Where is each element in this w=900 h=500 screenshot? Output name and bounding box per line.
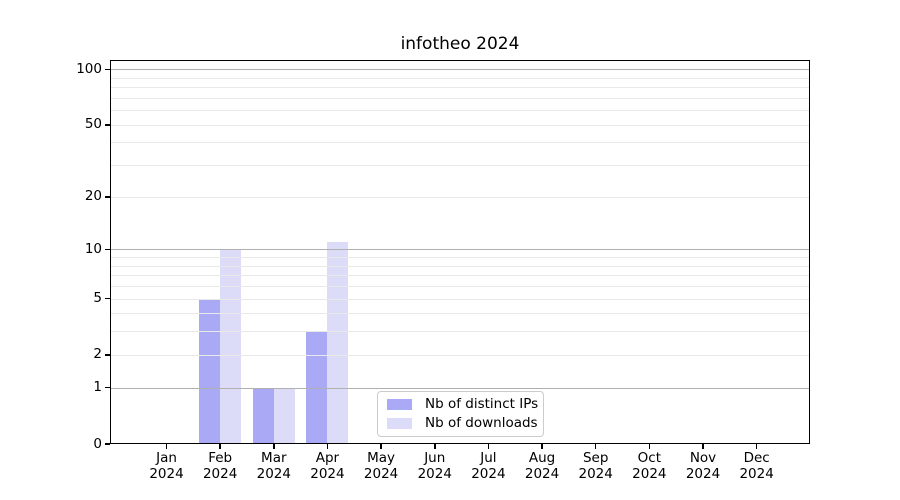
x-tick-label-jan: Jan 2024 <box>135 450 199 482</box>
y-gridline-minor <box>111 275 809 277</box>
y-tick-mark <box>105 124 110 126</box>
x-tick-mark <box>434 444 436 449</box>
bar-downloads-feb <box>220 249 242 444</box>
y-gridline-minor <box>111 196 809 198</box>
x-tick-month: Nov <box>689 450 717 466</box>
x-tick-year: 2024 <box>256 466 291 482</box>
bar-distinct-ips-mar <box>252 387 274 444</box>
y-tick-mark <box>105 248 110 251</box>
x-tick-label-feb: Feb 2024 <box>188 450 252 482</box>
x-tick-label-apr: Apr 2024 <box>295 450 359 482</box>
y-gridline-minor <box>111 331 809 333</box>
legend: Nb of distinct IPs Nb of downloads <box>377 391 544 437</box>
x-tick-mark <box>541 444 543 449</box>
bar-distinct-ips-feb <box>199 298 221 444</box>
bar-downloads-mar <box>273 387 295 444</box>
x-tick-year: 2024 <box>685 466 721 482</box>
x-tick-month: Jul <box>480 450 497 466</box>
y-tick-label: 0 <box>93 435 102 452</box>
chart-title: infotheo 2024 <box>400 34 520 54</box>
y-gridline-minor <box>111 298 809 300</box>
y-tick-mark <box>105 297 110 300</box>
legend-label-distinct-ips: Nb of distinct IPs <box>425 395 539 412</box>
y-gridline-minor <box>111 87 809 89</box>
y-gridline-minor <box>111 77 809 79</box>
x-tick-year: 2024 <box>471 466 506 482</box>
x-tick-label-jul: Jul 2024 <box>456 450 520 482</box>
x-tick-mark <box>702 444 704 449</box>
y-tick-label: 1 <box>93 379 102 396</box>
x-tick-label-aug: Aug 2024 <box>510 450 574 482</box>
y-gridline-minor <box>111 286 809 287</box>
x-tick-mark <box>219 444 221 449</box>
y-tick-label: 50 <box>84 116 102 133</box>
x-tick-month: Jun <box>424 450 446 466</box>
x-tick-mark <box>755 444 758 449</box>
legend-swatch-downloads <box>387 418 412 430</box>
y-tick-mark <box>105 196 110 198</box>
y-tick-label: 10 <box>84 240 102 257</box>
legend-item-downloads: Nb of downloads <box>387 416 543 431</box>
y-tick-mark <box>105 443 110 445</box>
x-tick-year: 2024 <box>149 466 184 482</box>
x-tick-year: 2024 <box>363 466 399 482</box>
x-tick-mark <box>648 444 651 449</box>
x-tick-label-sep: Sep 2024 <box>564 450 628 482</box>
x-tick-month: Aug <box>528 450 556 466</box>
x-tick-month: Mar <box>261 450 287 466</box>
y-gridline-minor <box>111 110 809 112</box>
x-tick-month: May <box>367 450 396 466</box>
bar-downloads-apr <box>327 242 349 444</box>
x-tick-year: 2024 <box>310 466 345 482</box>
y-gridline-minor <box>111 313 809 315</box>
x-tick-year: 2024 <box>578 466 613 482</box>
x-tick-mark <box>273 444 275 449</box>
x-tick-label-may: May 2024 <box>349 450 413 482</box>
bar-distinct-ips-apr <box>306 331 328 444</box>
x-tick-month: Oct <box>637 450 662 466</box>
x-tick-year: 2024 <box>524 466 560 482</box>
y-gridline-major <box>111 249 809 251</box>
y-gridline-minor <box>111 142 809 144</box>
y-gridline-minor <box>111 257 809 259</box>
x-tick-month: Feb <box>208 450 233 466</box>
x-tick-month: Apr <box>315 450 340 466</box>
x-tick-year: 2024 <box>202 466 238 482</box>
x-tick-mark <box>380 444 382 449</box>
y-gridline-major <box>111 69 809 71</box>
x-tick-label-oct: Oct 2024 <box>617 450 681 482</box>
y-gridline-minor <box>111 97 809 99</box>
legend-swatch-distinct-ips <box>387 398 412 410</box>
x-tick-mark <box>487 444 490 449</box>
x-tick-year: 2024 <box>739 466 774 482</box>
x-tick-year: 2024 <box>632 466 667 482</box>
x-tick-month: Jan <box>156 450 177 466</box>
x-tick-label-jun: Jun 2024 <box>403 450 467 482</box>
x-tick-label-nov: Nov 2024 <box>671 450 735 482</box>
y-tick-mark <box>105 68 110 71</box>
x-tick-year: 2024 <box>417 466 452 482</box>
legend-item-distinct-ips: Nb of distinct IPs <box>387 395 543 412</box>
y-tick-label: 5 <box>93 290 102 307</box>
y-tick-label: 100 <box>76 60 102 77</box>
y-gridline-minor <box>111 124 809 126</box>
y-gridline-major <box>111 387 809 389</box>
y-tick-mark <box>105 354 110 356</box>
legend-label-downloads: Nb of downloads <box>425 415 538 432</box>
y-gridline-minor <box>111 354 809 356</box>
y-tick-mark <box>105 386 110 389</box>
y-tick-label: 20 <box>84 188 102 205</box>
y-gridline-minor <box>111 265 809 267</box>
x-tick-label-dec: Dec 2024 <box>725 450 789 482</box>
x-tick-label-mar: Mar 2024 <box>242 450 306 482</box>
x-tick-mark <box>165 444 168 449</box>
x-tick-mark <box>326 444 329 449</box>
x-tick-month: Dec <box>743 450 770 466</box>
y-gridline-minor <box>111 165 809 167</box>
y-tick-label: 2 <box>93 346 102 363</box>
x-tick-month: Sep <box>582 450 609 466</box>
x-tick-mark <box>594 444 597 449</box>
